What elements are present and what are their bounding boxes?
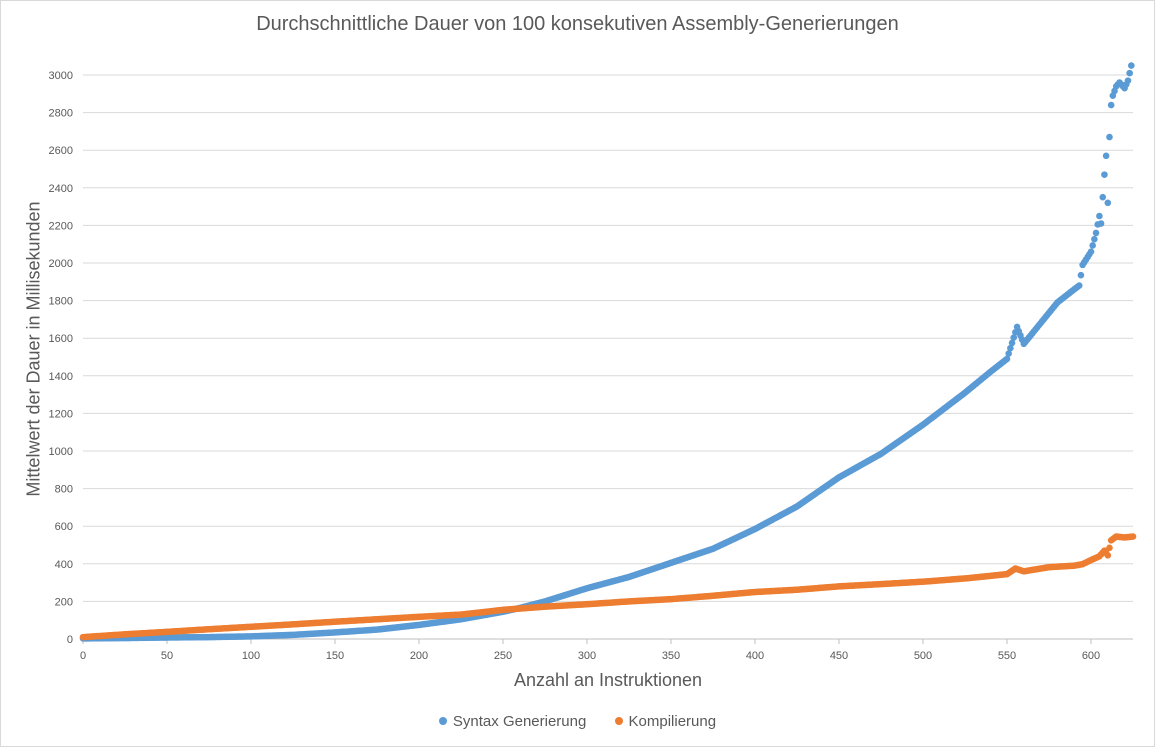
point-0-593 xyxy=(1075,282,1083,289)
point-0-601 xyxy=(1089,242,1096,249)
point-0-552 xyxy=(1007,344,1014,352)
y-tick-label-2200: 2200 xyxy=(49,220,73,232)
point-0-603 xyxy=(1092,229,1100,237)
point-0-551 xyxy=(1005,350,1012,357)
y-tick-label-0: 0 xyxy=(67,634,73,646)
y-tick-label-2800: 2800 xyxy=(49,108,73,120)
x-tick-label-550: 550 xyxy=(998,650,1016,662)
y-tick-label-1000: 1000 xyxy=(49,446,73,458)
x-tick-label-600: 600 xyxy=(1082,650,1100,662)
legend-marker-syntax xyxy=(438,717,447,726)
chart-title: Durchschnittliche Dauer von 100 konsekut… xyxy=(256,13,899,35)
point-0-605 xyxy=(1096,212,1103,220)
legend-item-syntax: Syntax Generierung xyxy=(438,713,587,730)
x-tick-label-100: 100 xyxy=(242,650,260,662)
point-0-623 xyxy=(1126,69,1133,77)
x-tick-label-350: 350 xyxy=(662,650,680,662)
y-tick-label-3000: 3000 xyxy=(49,70,73,82)
y-tick-label-2600: 2600 xyxy=(49,145,73,157)
legend: Syntax Generierung Kompilierung xyxy=(1,713,1154,730)
point-0-624 xyxy=(1128,62,1135,69)
x-tick-label-50: 50 xyxy=(161,650,173,662)
legend-marker-kompilierung xyxy=(614,717,623,726)
x-axis-label: Anzahl an Instruktionen xyxy=(513,670,703,690)
point-0-594 xyxy=(1077,271,1085,279)
x-tick-label-200: 200 xyxy=(410,650,428,662)
point-0-607 xyxy=(1099,193,1107,201)
point-0-610 xyxy=(1104,199,1112,207)
y-tick-label-2400: 2400 xyxy=(49,183,73,195)
x-tick-label-450: 450 xyxy=(830,650,848,662)
x-tick-label-300: 300 xyxy=(578,650,596,662)
x-tick-label-400: 400 xyxy=(746,650,764,662)
point-0-602 xyxy=(1091,235,1098,243)
legend-label-kompilierung: Kompilierung xyxy=(628,713,717,730)
point-0-612 xyxy=(1107,101,1115,109)
y-tick-label-1600: 1600 xyxy=(49,333,73,345)
x-tick-label-250: 250 xyxy=(494,650,512,662)
point-0-600 xyxy=(1087,248,1095,256)
point-0-606 xyxy=(1097,220,1105,227)
y-tick-label-800: 800 xyxy=(55,484,73,496)
y-tick-label-1800: 1800 xyxy=(49,296,73,308)
y-tick-label-1200: 1200 xyxy=(49,408,73,420)
point-0-609 xyxy=(1102,152,1110,160)
point-0-611 xyxy=(1106,133,1113,141)
y-tick-label-200: 200 xyxy=(55,596,73,608)
legend-label-syntax: Syntax Generierung xyxy=(452,713,587,730)
point-0-622 xyxy=(1124,77,1132,84)
legend-item-kompilierung: Kompilierung xyxy=(614,713,717,730)
y-tick-label-600: 600 xyxy=(55,521,73,533)
point-1-610 xyxy=(1104,552,1112,559)
y-tick-label-2000: 2000 xyxy=(49,258,73,270)
x-tick-label-500: 500 xyxy=(914,650,932,662)
point-0-550 xyxy=(1003,355,1011,363)
point-1-625 xyxy=(1129,533,1137,540)
point-0-608 xyxy=(1101,171,1108,178)
point-0-554 xyxy=(1010,334,1018,341)
point-0-553 xyxy=(1008,339,1016,347)
point-1-611 xyxy=(1106,544,1113,552)
y-tick-label-1400: 1400 xyxy=(49,371,73,383)
x-tick-label-150: 150 xyxy=(326,650,344,662)
x-tick-label-0: 0 xyxy=(80,650,86,662)
y-tick-label-400: 400 xyxy=(55,559,73,571)
